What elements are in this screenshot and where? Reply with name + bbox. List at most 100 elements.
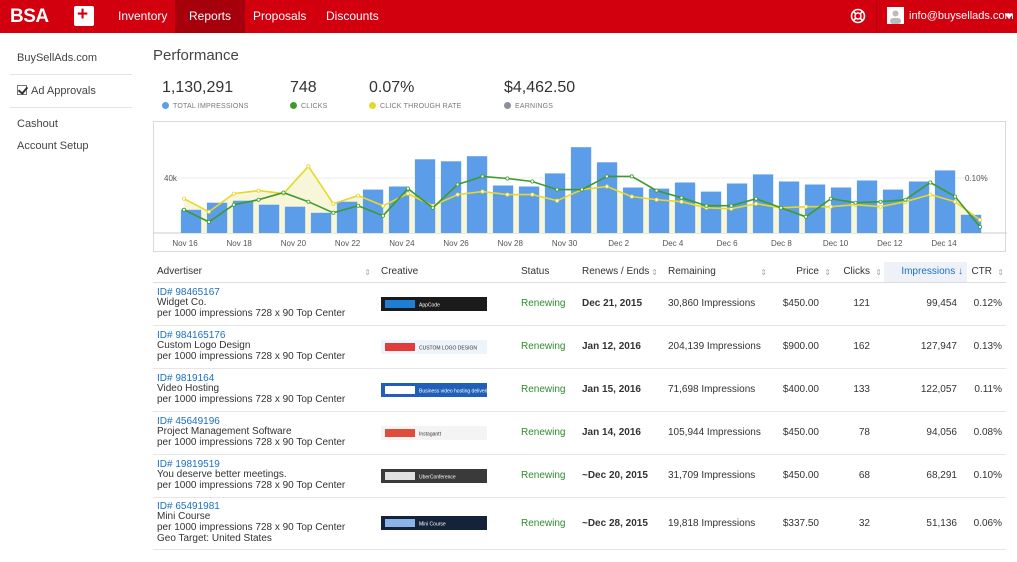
price-cell: $900.00 bbox=[773, 325, 833, 369]
advertiser-id-link[interactable]: ID# 9819164 bbox=[157, 372, 215, 384]
sort-icon: ⇕ bbox=[364, 268, 371, 277]
advertiser-id-link[interactable]: ID# 65491981 bbox=[157, 500, 220, 512]
checkbox-checked-icon bbox=[17, 85, 27, 95]
custom-logo-banner[interactable]: CUSTOM LOGO DESIGN bbox=[381, 339, 487, 354]
nav-proposals[interactable]: Proposals bbox=[253, 9, 307, 23]
x-tick-label: Nov 20 bbox=[281, 239, 307, 248]
impressions-bar bbox=[388, 186, 410, 233]
clicks-point bbox=[430, 205, 435, 210]
chevron-down-icon bbox=[1005, 14, 1013, 19]
x-tick-label: Nov 24 bbox=[389, 239, 415, 248]
col-ctr[interactable]: CTR ⇕ bbox=[967, 262, 1006, 283]
clicks-point bbox=[878, 199, 883, 204]
nav-reports[interactable]: Reports bbox=[175, 0, 246, 33]
col-creative: Creative bbox=[377, 262, 517, 283]
add-new-button[interactable]: + bbox=[74, 4, 94, 26]
advertiser-id-link[interactable]: ID# 98465167 bbox=[157, 286, 220, 298]
nav-inventory[interactable]: Inventory bbox=[118, 9, 168, 23]
ctr-cell: 0.12% bbox=[967, 282, 1006, 326]
creative-cell: AppCode bbox=[377, 282, 517, 326]
impressions-cell: 68,291 bbox=[884, 454, 967, 498]
sidebar-item-ad-approvals[interactable]: Ad Approvals bbox=[17, 84, 96, 97]
ad-description: per 1000 impressions 728 x 90 Top Center bbox=[157, 479, 346, 491]
impressions-cell: 94,056 bbox=[884, 411, 967, 455]
col-status: Status bbox=[517, 262, 578, 283]
sidebar-item-label: Ad Approvals bbox=[31, 85, 96, 97]
advertiser-id-link[interactable]: ID# 984165176 bbox=[157, 329, 226, 341]
impressions-bar bbox=[804, 184, 826, 233]
impressions-bar bbox=[752, 174, 774, 233]
legend-dot-icon bbox=[504, 102, 511, 109]
banner-text: UberConference bbox=[419, 474, 456, 480]
col-clicks[interactable]: Clicks ⇕ bbox=[833, 262, 884, 283]
help-lifebuoy-icon[interactable] bbox=[850, 8, 866, 24]
remaining-cell: 105,944 Impressions bbox=[664, 411, 773, 455]
clicks-point bbox=[555, 187, 560, 192]
impressions-bar bbox=[856, 180, 878, 233]
geo-target: Geo Target: United States bbox=[157, 532, 272, 544]
price-cell: $450.00 bbox=[773, 282, 833, 326]
clicks-cell: 121 bbox=[833, 282, 884, 326]
clicks-point bbox=[206, 219, 211, 224]
impressions-cell: 127,947 bbox=[884, 325, 967, 369]
sidebar-item-account-setup[interactable]: Account Setup bbox=[17, 140, 89, 152]
impressions-bar bbox=[934, 170, 956, 233]
clicks-point bbox=[704, 203, 709, 208]
clicks-point bbox=[181, 207, 186, 212]
clicks-point bbox=[803, 214, 808, 219]
banner-text: Business video hosting delivering HD vid… bbox=[419, 388, 487, 394]
advertiser-cell: ID# 9819164 Video Hosting per 1000 impre… bbox=[153, 368, 377, 412]
clicks-point bbox=[331, 210, 336, 215]
col-remaining[interactable]: Remaining ⇕ bbox=[664, 262, 773, 283]
user-menu[interactable]: info@buysellads.com bbox=[876, 0, 1017, 33]
status-badge: Renewing bbox=[517, 454, 578, 498]
nav-discounts[interactable]: Discounts bbox=[326, 9, 379, 23]
remaining-cell: 30,860 Impressions bbox=[664, 282, 773, 326]
impressions-bar bbox=[830, 187, 852, 233]
col-price[interactable]: Price ⇕ bbox=[773, 262, 833, 283]
ctr-point bbox=[530, 192, 535, 197]
ctr-point bbox=[878, 204, 883, 209]
remaining-cell: 31,709 Impressions bbox=[664, 454, 773, 498]
meetings-banner[interactable]: UberConference bbox=[381, 468, 487, 483]
table-row: ID# 984165176 Custom Logo Design per 100… bbox=[153, 325, 1006, 369]
clicks-point bbox=[654, 188, 659, 193]
impressions-bar bbox=[258, 204, 280, 233]
ctr-point bbox=[256, 188, 261, 193]
clicks-point bbox=[754, 196, 759, 201]
sidebar-item-buysellads[interactable]: BuySellAds.com bbox=[17, 52, 98, 64]
mini-course-banner[interactable]: Mini Course bbox=[381, 516, 487, 530]
x-tick-label: Dec 8 bbox=[771, 239, 792, 248]
impressions-bar bbox=[960, 214, 982, 233]
advertiser-id-link[interactable]: ID# 45649196 bbox=[157, 415, 220, 427]
col-advertiser[interactable]: Advertiser ⇕ bbox=[153, 262, 377, 283]
ctr-point bbox=[679, 199, 684, 204]
banner-text: Mini Course bbox=[419, 522, 446, 528]
impressions-cell: 99,454 bbox=[884, 282, 967, 326]
clicks-point bbox=[505, 176, 510, 181]
col-renews-ends[interactable]: Renews / Ends ⇕ bbox=[578, 262, 664, 283]
clicks-point bbox=[455, 182, 460, 187]
sort-icon: ⇕ bbox=[875, 268, 882, 277]
advertiser-id-link[interactable]: ID# 19819519 bbox=[157, 458, 220, 470]
advertiser-name: Video Hosting bbox=[157, 383, 220, 395]
ctr-point bbox=[206, 209, 211, 214]
banner-accent bbox=[385, 342, 415, 351]
stat-label-text: CLICKS bbox=[301, 103, 328, 110]
advertiser-name: You deserve better meetings. bbox=[157, 469, 287, 481]
status-badge: Renewing bbox=[517, 325, 578, 369]
x-tick-label: Dec 6 bbox=[717, 239, 738, 248]
sidebar-item-cashout[interactable]: Cashout bbox=[17, 118, 58, 130]
x-tick-label: Dec 14 bbox=[931, 239, 957, 248]
clicks-cell: 133 bbox=[833, 368, 884, 412]
col-impressions[interactable]: Impressions ↓ bbox=[884, 262, 967, 283]
remaining-cell: 71,698 Impressions bbox=[664, 368, 773, 412]
ctr-cell: 0.13% bbox=[967, 325, 1006, 369]
video-hosting-banner[interactable]: Business video hosting delivering HD vid… bbox=[381, 382, 487, 397]
impressions-bar bbox=[622, 187, 644, 233]
bsa-logo[interactable]: BSA bbox=[10, 6, 49, 27]
impressions-bar bbox=[882, 189, 904, 233]
appcode-banner[interactable]: AppCode bbox=[381, 296, 487, 311]
project-mgmt-banner[interactable]: Instagantt bbox=[381, 425, 487, 440]
clicks-point bbox=[530, 179, 535, 184]
